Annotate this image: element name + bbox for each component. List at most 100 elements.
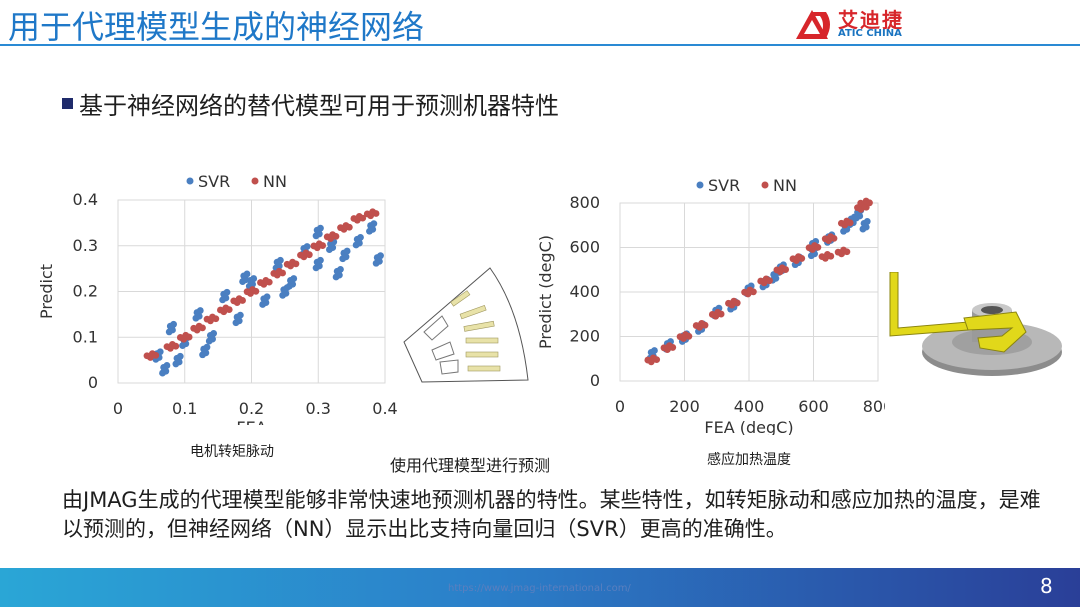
y-axis-label: Predict <box>37 264 56 319</box>
x-tick-label: 0 <box>615 397 625 416</box>
data-point-nn <box>305 251 313 259</box>
legend-marker-nn <box>251 177 259 185</box>
x-tick-label: 400 <box>734 397 765 416</box>
data-point-nn <box>766 277 773 285</box>
y-tick-label: 200 <box>569 327 600 346</box>
data-point-nn <box>199 324 206 332</box>
caption-induction-heating: 感应加热温度 <box>707 452 791 468</box>
data-point-svr <box>283 284 291 292</box>
legend-label-svr: SVR <box>198 172 230 191</box>
data-point-svr <box>863 218 871 225</box>
y-tick-label: 0.1 <box>73 327 98 346</box>
data-point-nn <box>814 243 822 251</box>
data-point-nn <box>701 321 709 329</box>
bullet-square-icon <box>62 98 73 109</box>
torque-ripple-chart: 0 0.1 0.2 0.3 0.4 0 0.1 0.2 0.3 0.4 SVR NN FEA Predic… <box>30 165 400 437</box>
data-point-svr <box>303 243 311 250</box>
induction-heating-chart: 0 200 400 600 800 0 200 400 600 800 SVR NN FEA (degC… <box>535 170 893 437</box>
legend-label-nn: NN <box>263 172 287 191</box>
legend-marker-nn <box>761 181 769 189</box>
footer-bar <box>0 568 1080 607</box>
data-point-nn <box>225 306 233 313</box>
data-point-nn <box>782 266 790 273</box>
company-logo <box>792 6 922 42</box>
data-point-nn <box>843 248 851 256</box>
x-tick-label: 800 <box>863 397 885 416</box>
data-point-svr <box>343 247 351 255</box>
data-point-nn <box>265 278 273 286</box>
data-point-nn <box>827 252 835 260</box>
induction-coil-model-icon <box>889 271 1062 376</box>
data-point-nn <box>653 356 661 364</box>
x-tick-label: 0 <box>113 399 123 418</box>
data-point-nn <box>152 351 160 359</box>
induction-heating-model <box>884 271 1064 382</box>
data-point-nn <box>172 342 180 350</box>
y-tick-label: 400 <box>569 282 600 301</box>
motor-diagram <box>402 262 534 384</box>
data-point-svr <box>370 220 378 228</box>
bullet-text: 基于神经网络的替代模型可用于预测机器特性 <box>79 92 559 120</box>
x-tick-label: 0.1 <box>172 399 197 418</box>
data-point-svr <box>210 330 218 337</box>
y-tick-label: 0 <box>590 371 600 390</box>
data-point-nn <box>319 242 327 249</box>
y-tick-label: 800 <box>569 193 600 212</box>
legend-marker-svr <box>186 177 194 185</box>
footer-url-link[interactable]: https://www.jmag-international.com/ <box>448 583 631 594</box>
data-point-svr <box>337 265 344 273</box>
data-point-nn <box>239 297 246 304</box>
x-axis-label: FEA (degC) <box>704 418 793 435</box>
data-point-nn <box>212 315 220 323</box>
induction-heating-scatter: 0 200 400 600 800 0 200 400 600 800 SVR NN FEA (degC… <box>536 176 893 437</box>
y-tick-label: 0.2 <box>73 282 98 301</box>
data-point-nn <box>866 199 873 207</box>
legend-label-svr: SVR <box>708 176 740 195</box>
data-point-nn <box>345 223 353 231</box>
data-point-nn <box>717 310 725 318</box>
y-tick-label: 0.4 <box>73 190 98 209</box>
torque-ripple-scatter: 0 0.1 0.2 0.3 0.4 0 0.1 0.2 0.3 0.4 SVR NN FEA Predic… <box>37 172 398 437</box>
x-tick-label: 0.2 <box>239 399 264 418</box>
data-point-nn <box>185 333 193 341</box>
x-tick-label: 200 <box>669 397 700 416</box>
plot-area <box>117 199 386 384</box>
motor-cross-section-icon <box>403 267 529 383</box>
caption-torque-ripple: 电机转矩脉动 <box>190 444 274 460</box>
caption-surrogate-prediction: 使用代理模型进行预测 <box>390 456 551 475</box>
plot-area <box>619 202 879 382</box>
logo-english-text: ATIC CHINA <box>838 28 902 39</box>
data-point-svr <box>243 270 251 278</box>
data-point-svr <box>250 275 258 282</box>
x-axis-label: FEA <box>236 418 266 425</box>
data-point-svr <box>263 293 271 301</box>
x-tick-label: 600 <box>798 397 829 416</box>
data-point-nn <box>279 269 286 277</box>
data-point-svr <box>317 256 324 264</box>
legend-label-nn: NN <box>773 176 797 195</box>
logo-chinese-text: 艾迪捷 <box>838 8 904 32</box>
data-point-svr <box>651 347 658 354</box>
data-point-nn <box>372 210 380 217</box>
data-point-nn <box>830 234 838 242</box>
bullet-point: 基于神经网络的替代模型可用于预测机器特性 <box>62 86 559 121</box>
y-tick-label: 0 <box>88 373 98 392</box>
x-tick-label: 0.3 <box>306 399 331 418</box>
x-tick-label: 0.4 <box>372 399 397 418</box>
data-point-nn <box>733 299 741 307</box>
data-point-svr <box>276 256 284 264</box>
data-point-svr <box>196 307 204 314</box>
data-point-nn <box>846 219 854 227</box>
logo-mark-icon <box>796 10 830 39</box>
data-point-svr <box>176 352 184 360</box>
data-point-svr <box>223 288 231 296</box>
data-point-nn <box>252 287 260 295</box>
data-point-svr <box>170 320 177 328</box>
y-tick-label: 600 <box>569 238 600 257</box>
data-point-svr <box>163 362 171 369</box>
data-point-nn <box>332 232 340 240</box>
data-point-svr <box>377 252 384 260</box>
data-point-nn <box>292 260 300 268</box>
title-bar: 用于代理模型生成的神经网络 <box>0 0 1080 46</box>
data-point-svr <box>290 275 298 282</box>
